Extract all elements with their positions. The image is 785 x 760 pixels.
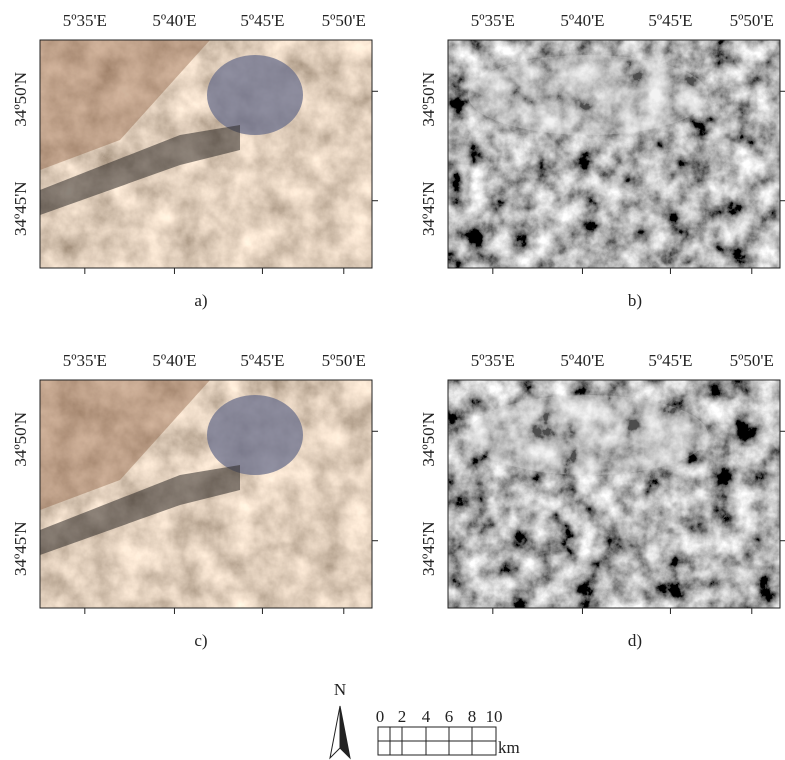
north-label: N — [334, 680, 346, 699]
x-tick-label: 5º40'E — [152, 351, 196, 370]
x-tick-label: 5º45'E — [240, 11, 284, 30]
urban-area — [207, 55, 303, 135]
y-tick-label: 34º45'N — [11, 181, 30, 236]
y-tick-label: 34º50'N — [419, 412, 438, 467]
bright-area — [468, 395, 708, 475]
y-tick-label: 34º50'N — [11, 72, 30, 127]
x-tick-label: 5º40'E — [152, 11, 196, 30]
north-arrow: N — [330, 680, 350, 758]
y-tick-label: 34º50'N — [11, 412, 30, 467]
x-tick-label: 5º50'E — [730, 351, 774, 370]
urban-area — [207, 395, 303, 475]
x-tick-label: 5º40'E — [560, 11, 604, 30]
x-tick-label: 5º40'E — [560, 351, 604, 370]
x-tick-label: 5º45'E — [648, 11, 692, 30]
scale-label: 6 — [445, 707, 454, 726]
scale-label: 8 — [468, 707, 477, 726]
map-panel: 5º35'E 5º40'E 5º45'E 5º50'E 34º50'N 34º45'N d) — [419, 351, 785, 650]
x-tick-label: 5º50'E — [322, 351, 366, 370]
map-panel: 5º35'E 5º40'E 5º45'E 5º50'E 34º50'N 34º45'N c) — [11, 351, 378, 650]
map-panel: 5º35'E 5º40'E 5º45'E 5º50'E 34º50'N 34º45'N b) — [419, 11, 785, 310]
map-panel: 5º35'E 5º40'E 5º45'E 5º50'E 34º50'N 34º45'N a) — [11, 11, 378, 310]
x-tick-label: 5º35'E — [471, 351, 515, 370]
x-tick-label: 5º50'E — [730, 11, 774, 30]
x-tick-label: 5º45'E — [240, 351, 284, 370]
x-tick-label: 5º35'E — [63, 11, 107, 30]
x-tick-label: 5º35'E — [471, 11, 515, 30]
figure: N 02468 10 km 5º35'E 5º40'E 5º45'E 5º50'E 34º5… — [0, 0, 785, 760]
y-tick-label: 34º45'N — [11, 521, 30, 576]
panel-caption: d) — [628, 631, 642, 650]
scale-label: 0 — [376, 707, 385, 726]
y-tick-label: 34º50'N — [419, 72, 438, 127]
panel-caption: b) — [628, 291, 642, 310]
scale-label: 2 — [398, 707, 407, 726]
panel-caption: c) — [194, 631, 207, 650]
scale-label: 10 — [486, 707, 503, 726]
y-tick-label: 34º45'N — [419, 521, 438, 576]
x-tick-label: 5º35'E — [63, 351, 107, 370]
y-tick-label: 34º45'N — [419, 181, 438, 236]
bright-area — [468, 55, 708, 135]
panel-caption: a) — [194, 291, 207, 310]
x-tick-label: 5º45'E — [648, 351, 692, 370]
x-tick-label: 5º50'E — [322, 11, 366, 30]
scale-label: 4 — [422, 707, 431, 726]
scale-unit: km — [498, 738, 520, 757]
